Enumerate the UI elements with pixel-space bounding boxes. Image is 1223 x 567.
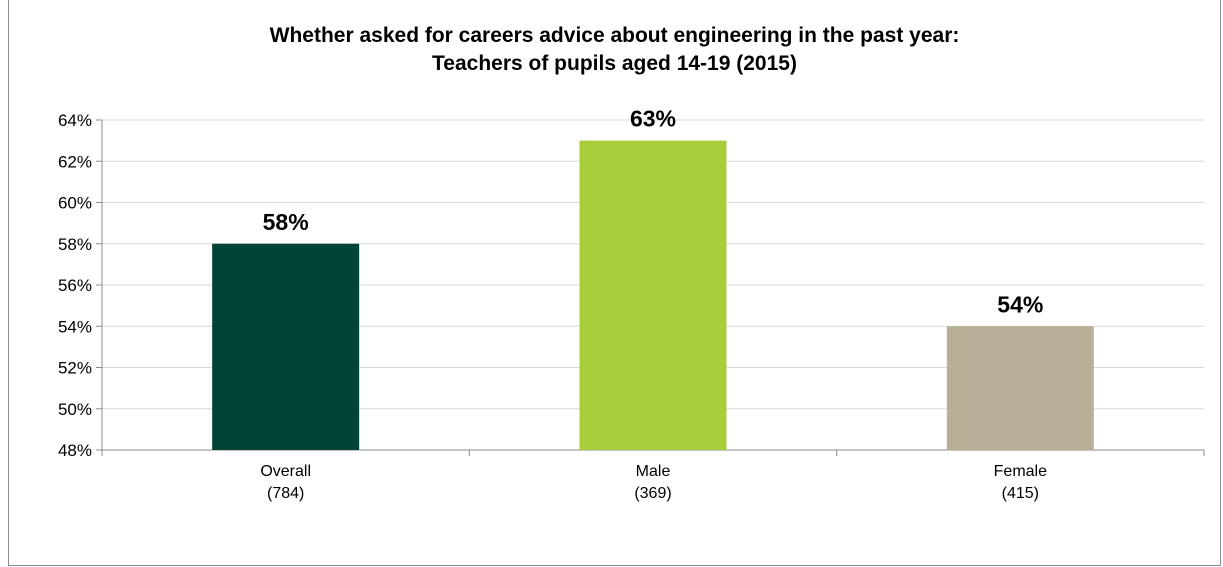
chart-title-line-1: Whether asked for careers advice about e…: [269, 24, 960, 47]
y-tick-label: 54%: [58, 317, 92, 336]
y-tick-label: 64%: [58, 111, 92, 130]
y-tick-label: 56%: [58, 276, 92, 295]
x-category-label: Female: [994, 463, 1047, 480]
data-label: 63%: [630, 106, 676, 132]
y-tick-label: 50%: [58, 400, 92, 419]
bar-female: [946, 326, 1094, 450]
data-label: 58%: [263, 209, 309, 235]
chart-title-line-2: Teachers of pupils aged 14-19 (2015): [432, 52, 797, 75]
chart-title: Whether asked for careers advice about e…: [8, 22, 1221, 78]
data-label: 54%: [997, 291, 1043, 317]
y-tick-label: 62%: [58, 152, 92, 171]
x-category-label: Male: [636, 463, 671, 480]
x-category-label: Overall: [260, 463, 311, 480]
y-tick-label: 58%: [58, 235, 92, 254]
bar-male: [579, 140, 727, 450]
y-tick-label: 52%: [58, 359, 92, 378]
x-category-count: (415): [1002, 485, 1039, 502]
x-category-count: (369): [634, 485, 671, 502]
x-category-count: (784): [267, 485, 304, 502]
y-tick-label: 60%: [58, 194, 92, 213]
bar-overall: [212, 243, 360, 450]
y-tick-label: 48%: [58, 441, 92, 460]
